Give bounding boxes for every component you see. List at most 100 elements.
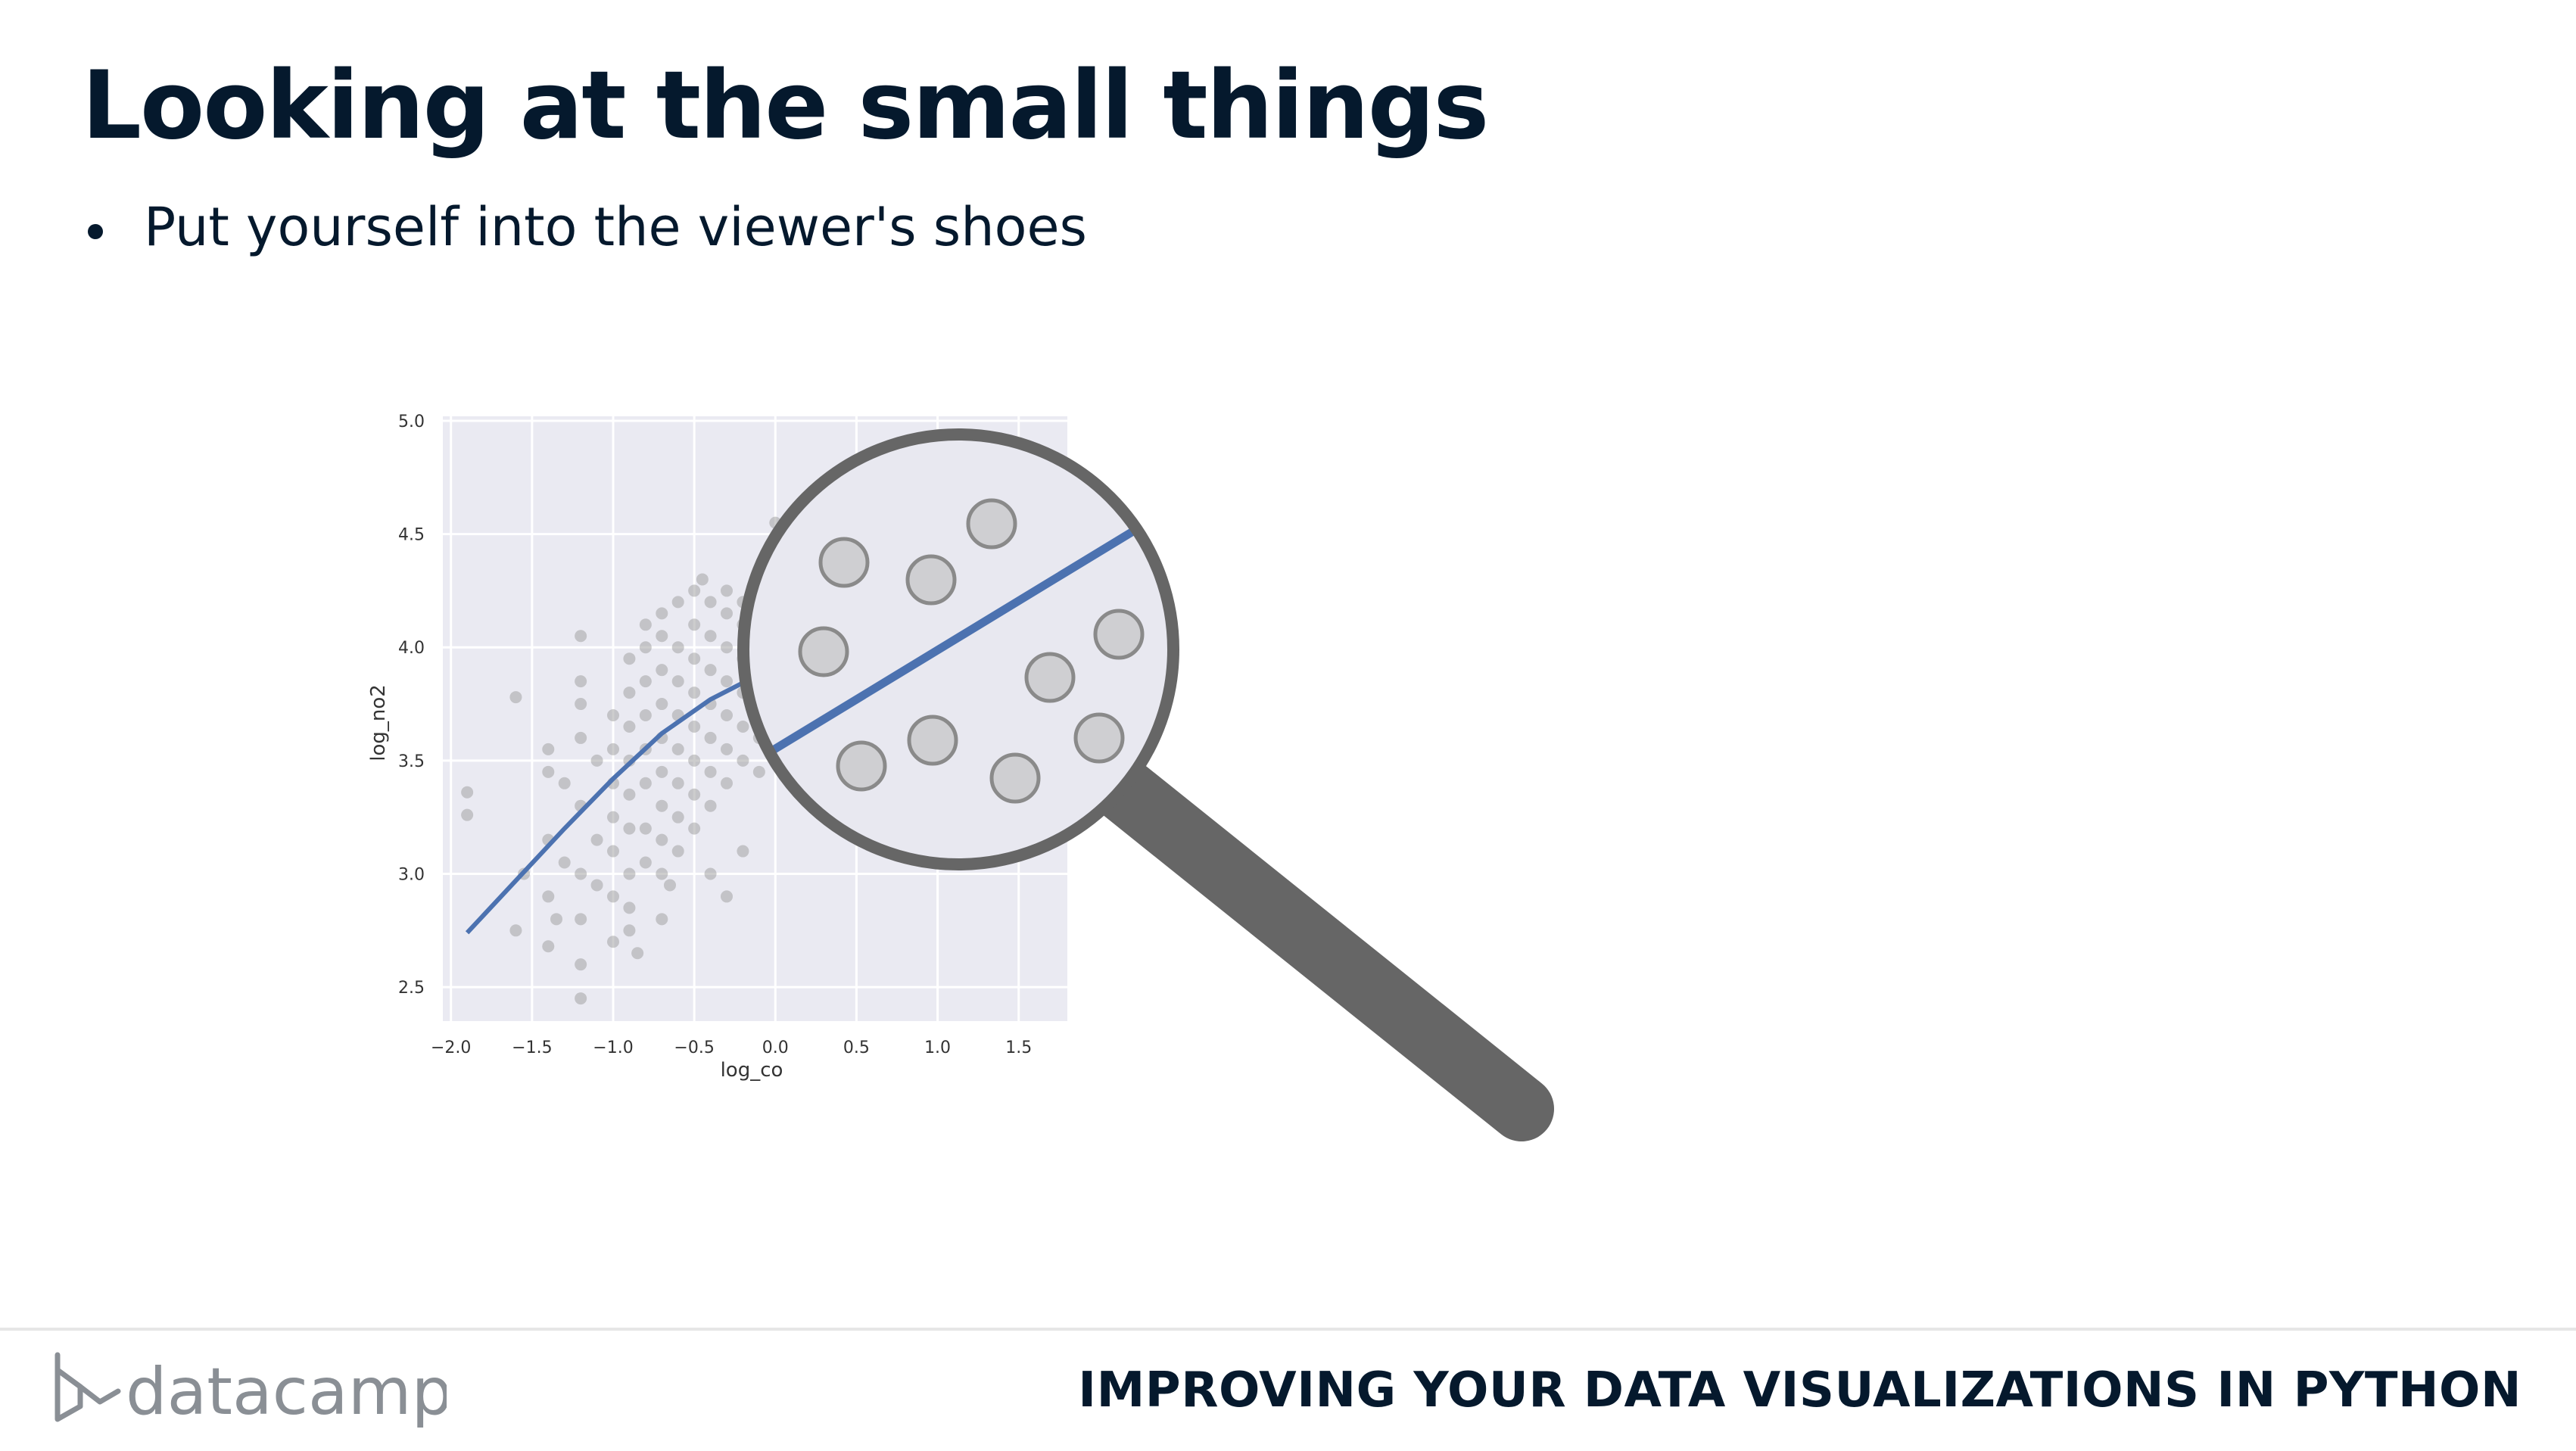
scatter-point xyxy=(671,596,684,609)
grid xyxy=(443,416,1067,1021)
scatter-point xyxy=(623,788,636,801)
magnified-point xyxy=(818,537,870,588)
scatter-point xyxy=(752,765,765,778)
scatter-point xyxy=(639,709,652,722)
scatter-point xyxy=(623,822,636,835)
scatter-point xyxy=(623,720,636,733)
scatter-point xyxy=(575,731,587,744)
y-tick-labels: 2.5 3.0 3.5 4.0 4.5 5.0 xyxy=(398,413,425,998)
scatter-point xyxy=(623,652,636,665)
scatter-point xyxy=(696,573,709,586)
scatter-point xyxy=(664,879,676,892)
x-tick-label: 1.0 xyxy=(924,1038,951,1057)
scatter-point xyxy=(575,630,587,643)
course-title: IMPROVING YOUR DATA VISUALIZATIONS IN PY… xyxy=(1078,1362,2521,1418)
magnified-point xyxy=(966,498,1017,550)
scatter-point xyxy=(509,924,522,937)
scatter-point xyxy=(639,675,652,688)
y-tick-label: 5.0 xyxy=(398,413,425,431)
scatter-point xyxy=(656,867,668,880)
y-tick-label: 4.0 xyxy=(398,639,425,658)
scatter-point xyxy=(607,936,619,948)
scatter-point xyxy=(688,652,701,665)
scatter-point xyxy=(575,675,587,688)
scatter-point xyxy=(656,630,668,643)
scatter-point xyxy=(575,867,587,880)
scatter-point xyxy=(623,687,636,699)
scatter-point xyxy=(631,947,644,960)
magnifier-rim xyxy=(737,428,1179,870)
magnified-point xyxy=(907,715,958,766)
x-tick-label: 1.5 xyxy=(1005,1038,1032,1057)
y-tick-label: 3.0 xyxy=(398,865,425,884)
magnified-points xyxy=(798,498,1145,804)
scatter-point xyxy=(656,833,668,846)
scatter-point xyxy=(558,856,571,869)
scatter-point xyxy=(623,867,636,880)
y-tick-label: 3.5 xyxy=(398,752,425,771)
scatter-point xyxy=(607,890,619,903)
magnifier-handle xyxy=(1088,755,1554,1141)
scatter-point xyxy=(575,698,587,711)
x-tick-label: −2.0 xyxy=(431,1038,471,1057)
scatter-point xyxy=(688,720,701,733)
scatter-point xyxy=(737,845,749,858)
scatter-point xyxy=(542,743,555,755)
y-tick-label: 4.5 xyxy=(398,526,425,545)
scatter-point xyxy=(509,691,522,704)
scatter-chart: 2.5 3.0 3.5 4.0 4.5 5.0 −2.0 −1.5 −1.0 −0.5 0.0 0.… xyxy=(367,413,1554,1141)
x-tick-label: −0.5 xyxy=(674,1038,714,1057)
scatter-point xyxy=(656,698,668,711)
scatter-point xyxy=(688,584,701,597)
scatter-point xyxy=(721,675,733,688)
magnified-trend-line xyxy=(747,526,1138,768)
scatter-point xyxy=(704,731,717,744)
scatter-point xyxy=(575,992,587,1005)
scatter-point xyxy=(656,765,668,778)
scatter-point xyxy=(607,811,619,824)
scatter-point xyxy=(461,808,474,821)
y-tick-label: 2.5 xyxy=(398,979,425,998)
scatter-point xyxy=(671,743,684,755)
scatter-point xyxy=(550,913,562,926)
scatter-point xyxy=(607,709,619,722)
scatter-point xyxy=(575,958,587,971)
bullet-dot-icon xyxy=(88,224,103,239)
scatter-point xyxy=(671,811,684,824)
magnified-point xyxy=(989,752,1041,804)
x-tick-label: 0.5 xyxy=(843,1038,870,1057)
scatter-point xyxy=(590,879,603,892)
scatter-point xyxy=(656,664,668,677)
scatter-point xyxy=(639,822,652,835)
scatter-point xyxy=(639,777,652,789)
scatter-point xyxy=(671,675,684,688)
scatter-points xyxy=(461,516,782,1005)
scatter-point xyxy=(704,799,717,812)
scatter-point xyxy=(639,856,652,869)
magnified-point xyxy=(1073,712,1125,764)
scatter-point xyxy=(688,788,701,801)
scatter-point xyxy=(542,940,555,953)
bullet-text: Put yourself into the viewer's shoes xyxy=(144,196,1087,258)
scatter-point xyxy=(688,754,701,767)
scatter-point xyxy=(737,720,749,733)
scatter-point xyxy=(721,743,733,755)
scatter-point xyxy=(688,822,701,835)
scatter-point xyxy=(656,607,668,620)
scatter-point xyxy=(542,890,555,903)
y-axis-label: log_no2 xyxy=(367,684,390,761)
x-tick-label: −1.0 xyxy=(593,1038,633,1057)
scatter-point xyxy=(590,754,603,767)
scatter-point xyxy=(737,754,749,767)
scatter-point xyxy=(639,641,652,654)
scatter-point xyxy=(461,786,474,799)
scatter-point xyxy=(656,799,668,812)
scatter-point xyxy=(721,607,733,620)
x-tick-label: 0.0 xyxy=(762,1038,789,1057)
magnified-point xyxy=(836,740,887,792)
scatter-point xyxy=(671,641,684,654)
scatter-point xyxy=(671,845,684,858)
scatter-point xyxy=(704,596,717,609)
scatter-point xyxy=(656,913,668,926)
scatter-point xyxy=(575,913,587,926)
